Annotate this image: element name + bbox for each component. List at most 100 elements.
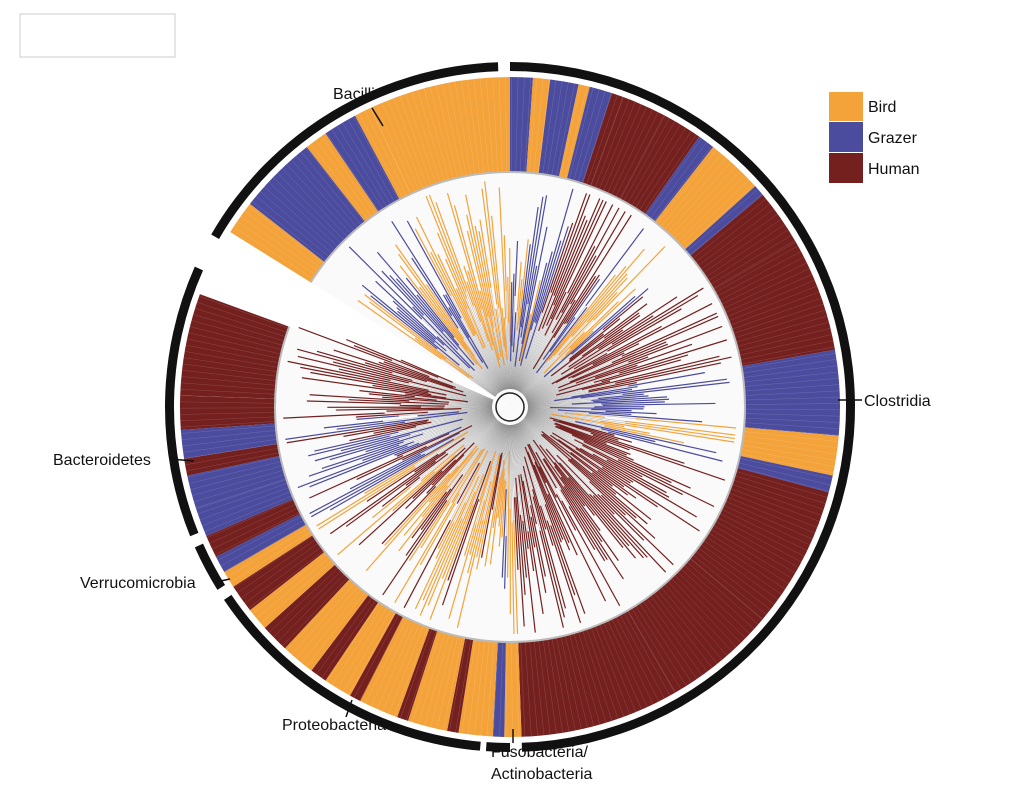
ring-texture-line	[639, 603, 692, 683]
tree-stem	[522, 419, 602, 496]
tree-branch	[321, 441, 404, 470]
ring-texture-line	[568, 87, 594, 180]
ring-texture-line	[735, 315, 828, 343]
tree-branch	[545, 448, 630, 547]
legend-label-bird: Bird	[868, 99, 896, 116]
ring-texture-line	[631, 607, 682, 690]
ring-texture-line	[619, 114, 665, 200]
tree-branch	[516, 261, 522, 312]
tree-stem	[517, 293, 568, 392]
tree-branch	[405, 459, 457, 509]
tree-branch	[392, 454, 457, 512]
ring-texture-line	[533, 78, 544, 174]
ring-texture-line	[388, 625, 424, 714]
ring-texture-line	[448, 82, 467, 177]
tree-stem	[499, 360, 507, 390]
tree-branch	[484, 507, 495, 567]
tree-branch	[549, 316, 576, 352]
tree-branch	[371, 486, 411, 519]
ring-texture-line	[376, 105, 416, 193]
tree-branch	[441, 498, 480, 606]
ring-texture-line	[635, 127, 687, 209]
ring-texture-line	[742, 440, 837, 455]
tree-branch	[414, 502, 466, 610]
tree-branch	[287, 360, 429, 391]
tree-stem	[510, 424, 515, 498]
tree-stem	[499, 424, 507, 453]
ring-texture-line	[735, 471, 828, 498]
ring-texture-line	[315, 139, 373, 218]
tree-stem	[516, 423, 535, 466]
ring-texture-line	[260, 560, 333, 624]
ring-texture-line	[240, 216, 319, 272]
tree-branch	[588, 381, 637, 393]
tree-stem	[493, 327, 507, 390]
tree-branch	[532, 496, 565, 618]
tree-branch	[550, 201, 607, 320]
tree-branch	[546, 520, 582, 623]
host-color-ring	[180, 77, 841, 737]
ring-texture-line	[499, 641, 503, 737]
tree-stem	[514, 424, 534, 497]
ring-texture-line	[180, 416, 276, 422]
ring-texture-line	[321, 599, 377, 679]
tree-branch	[520, 206, 539, 328]
tree-branch	[593, 354, 689, 384]
tree-branch	[336, 411, 468, 430]
tree-stem	[520, 421, 562, 478]
tree-branch	[419, 502, 456, 566]
tree-stem	[413, 412, 494, 443]
ring-texture-line	[599, 624, 636, 713]
tree-stem	[523, 418, 544, 435]
tree-branch	[436, 232, 486, 348]
tree-branch	[298, 327, 430, 378]
tree-branch	[426, 454, 465, 494]
ring-texture-line	[286, 580, 352, 651]
tree-branch	[568, 333, 604, 362]
tree-branch	[332, 361, 467, 397]
ring-texture-line	[260, 191, 333, 254]
ring-texture-line	[188, 332, 282, 355]
tree-stem	[475, 424, 506, 525]
header-box	[19, 13, 176, 58]
tree-branch	[369, 301, 447, 360]
tree-stem	[428, 409, 493, 421]
ring-texture-line	[700, 213, 778, 270]
ring-texture-line	[692, 554, 767, 615]
tree-branch	[329, 451, 447, 535]
tree-branch	[554, 465, 586, 507]
tree-branch	[435, 202, 475, 307]
ring-texture-line	[277, 573, 345, 642]
ring-texture-line	[670, 577, 737, 648]
ring-texture-line	[695, 551, 771, 610]
tree-stem	[440, 358, 496, 397]
tree-root	[495, 392, 525, 422]
ring-texture-line	[581, 92, 612, 184]
tree-branch	[519, 514, 528, 578]
ring-texture-line	[744, 426, 839, 436]
tree-branch	[300, 366, 447, 396]
tree-branch	[530, 251, 553, 331]
tree-branch	[541, 430, 613, 487]
tree-branch	[340, 418, 463, 452]
tree-stem	[399, 412, 494, 446]
tree-branch	[513, 519, 519, 634]
ring-texture-line	[387, 100, 424, 189]
ring-texture-line	[723, 268, 810, 309]
tree-stem	[503, 424, 509, 461]
ring-texture-line	[272, 177, 342, 244]
tree-branch	[538, 194, 591, 332]
ring-texture-line	[429, 86, 454, 180]
tree-stem	[392, 372, 493, 403]
ring-texture-line	[180, 388, 276, 395]
tree-branch	[309, 394, 410, 402]
ring-texture-line	[595, 625, 631, 715]
ring-segment-43	[187, 455, 287, 509]
tree-stem	[501, 424, 508, 453]
tree-stem	[410, 411, 493, 435]
ring-texture-line	[180, 382, 276, 391]
tree-branch	[364, 362, 428, 383]
tree-stem	[512, 424, 519, 475]
ring-texture-line	[728, 285, 818, 322]
tree-stem	[520, 372, 537, 393]
